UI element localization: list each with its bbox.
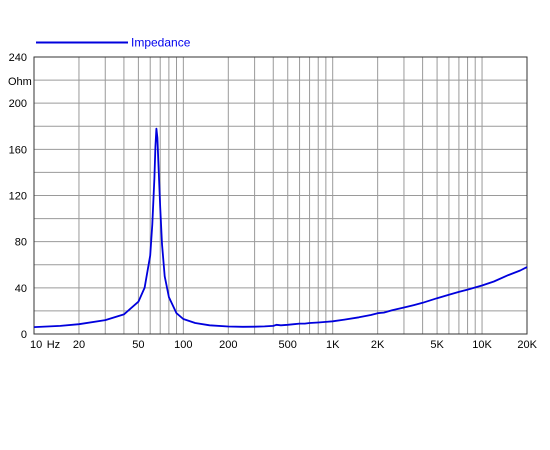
y-axis-unit-label: Ohm: [8, 76, 32, 88]
y-tick-label: 40: [15, 283, 27, 295]
x-axis-tick-labels: 10 Hz 20 50 100 200 500 1K 2K 5K 10K 20K: [30, 339, 538, 351]
plot-frame: [33, 56, 528, 335]
y-tick-label: 0: [21, 329, 27, 341]
x-tick-label: 5K: [430, 339, 444, 351]
x-tick-label: 2K: [371, 339, 385, 351]
y-tick-label: 160: [9, 144, 27, 156]
y-tick-label: 80: [15, 237, 27, 249]
y-tick-label: 200: [9, 98, 27, 110]
y-axis-tick-labels: 0 40 80 120 160 200 240: [9, 52, 27, 341]
x-tick-label: 500: [279, 339, 297, 351]
x-tick-label: 100: [174, 339, 192, 351]
x-tick-label: 1K: [326, 339, 340, 351]
y-tick-label: 120: [9, 191, 27, 203]
x-tick-label: 20K: [517, 339, 537, 351]
x-tick-label: 20: [73, 339, 85, 351]
x-tick-label: 200: [219, 339, 237, 351]
x-tick-label: 10K: [472, 339, 492, 351]
x-tick-label: Hz: [47, 339, 60, 351]
plot-border: [33, 56, 528, 335]
x-tick-label: 50: [132, 339, 144, 351]
y-tick-label: 240: [9, 52, 27, 64]
x-tick-label: 10: [30, 339, 42, 351]
legend: Impedance: [36, 36, 191, 50]
grid-lines: [34, 57, 527, 334]
legend-label-impedance: Impedance: [131, 36, 191, 50]
series-line-impedance: [33, 127, 528, 328]
series-layer: [33, 127, 528, 328]
